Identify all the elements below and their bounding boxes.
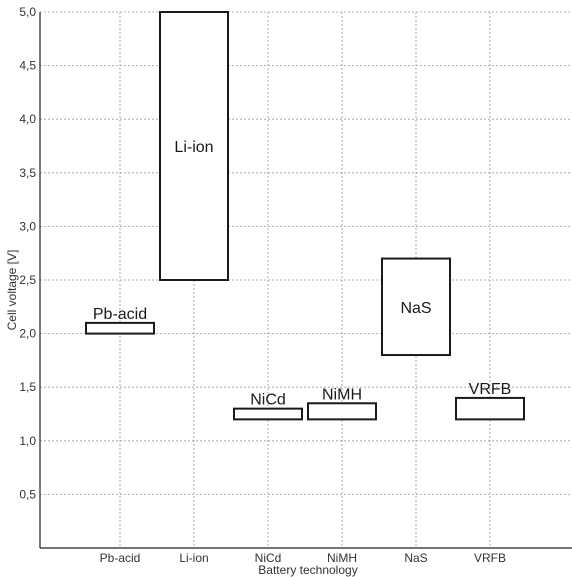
range-label-li-ion: Li-ion (174, 139, 213, 156)
range-box-nas (381, 257, 451, 357)
y-tick-label: 4,0 (19, 112, 36, 126)
range-box-nimh (307, 402, 377, 421)
range-box-li-ion (159, 11, 229, 281)
x-axis-title: Battery technology (258, 563, 357, 577)
x-tick-labels: Pb-acid Li-ion NiCd NiMH NaS VRFB (100, 551, 506, 565)
range-label-vrfb: VRFB (469, 381, 512, 398)
range-label-nas: NaS (400, 300, 431, 317)
y-tick-label: 2,5 (19, 273, 36, 287)
y-tick-labels: 0,5 1,0 1,5 2,0 2,5 3,0 3,5 4,0 4,5 5,0 (19, 5, 36, 501)
x-tick-label: NiCd (255, 551, 282, 565)
x-tick-label: VRFB (474, 551, 506, 565)
range-label-nimh: NiMH (322, 386, 362, 403)
range-box-labels: Pb-acid Li-ion NiCd NiMH NaS VRFB (93, 139, 511, 409)
x-tick-label: NiMH (327, 551, 357, 565)
y-tick-label: 5,0 (19, 5, 36, 19)
y-tick-label: 2,0 (19, 327, 36, 341)
y-tick-label: 3,5 (19, 166, 36, 180)
y-tick-label: 3,0 (19, 219, 36, 233)
y-axis-title: Cell voltage [V] (5, 250, 19, 331)
y-tick-label: 1,0 (19, 434, 36, 448)
range-boxes (85, 11, 525, 421)
y-tick-label: 0,5 (19, 487, 36, 501)
x-tick-label: NaS (404, 551, 427, 565)
range-box-vrfb (455, 396, 525, 421)
x-tick-label: Pb-acid (100, 551, 141, 565)
range-box-pb-acid (85, 321, 155, 335)
range-label-pb-acid: Pb-acid (93, 306, 147, 323)
y-tick-label: 1,5 (19, 380, 36, 394)
range-box-nicd (233, 407, 303, 421)
x-tick-label: Li-ion (179, 551, 208, 565)
y-tick-label: 4,5 (19, 59, 36, 73)
range-label-nicd: NiCd (250, 392, 286, 409)
